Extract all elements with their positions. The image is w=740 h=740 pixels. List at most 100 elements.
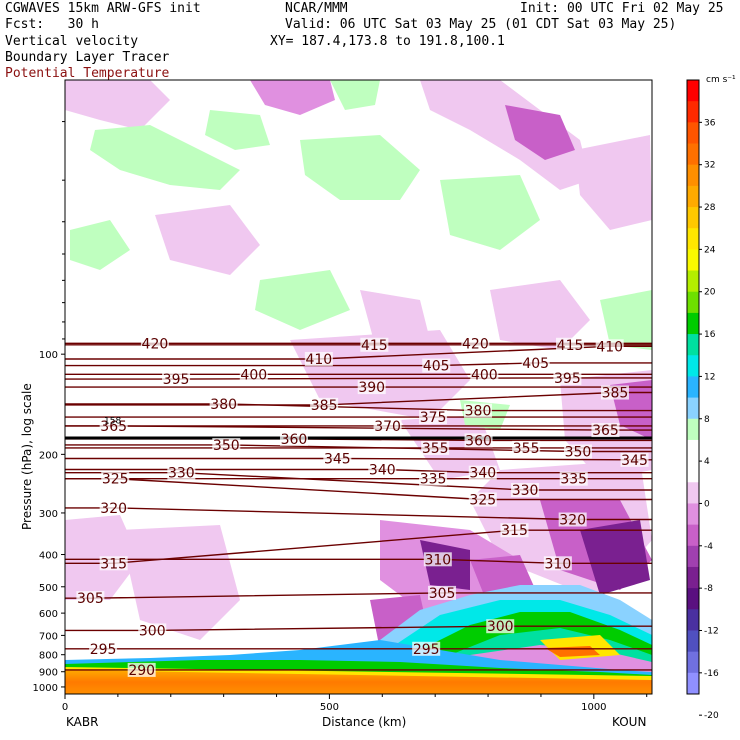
colorbar-label: -4 [704, 542, 713, 552]
isentrope-label: 365 [100, 419, 127, 435]
isentrope-label: 320 [100, 501, 127, 517]
colorbar-label: -12 [704, 626, 719, 636]
isentrope-385 [65, 391, 652, 406]
isentrope-label: 385 [311, 398, 338, 414]
colorbar-swatch [687, 143, 699, 166]
header-field2: Boundary Layer Tracer [5, 50, 170, 65]
x-axis: 0 500 1000 [62, 694, 648, 713]
isentrope-label: 420 [142, 336, 169, 352]
isentrope-label: 300 [487, 619, 514, 635]
isentrope-410 [65, 345, 652, 360]
y-tick-label: 800 [39, 651, 58, 662]
isentrope-label: 360 [281, 432, 308, 448]
isentrope-label-bg [558, 512, 587, 527]
isentrope-label-bg [304, 351, 333, 366]
header-model: CGWAVES 15km ARW-GFS init [5, 1, 201, 16]
isentrope-label-bg [310, 397, 339, 412]
isentrope-label-bg [239, 367, 268, 382]
isentrope-label-bg [486, 619, 515, 634]
isentrope-label: 355 [513, 441, 540, 457]
colorbar-label: 4 [704, 457, 710, 467]
isentrope-label-bg [323, 451, 352, 466]
isentrope-label-bg [500, 523, 529, 538]
colorbar-swatch [687, 228, 699, 250]
colorbar-swatch [687, 80, 699, 102]
isentrope-label-bg [209, 396, 238, 411]
isentrope-label-bg [357, 380, 386, 395]
isentrope-label-bg [360, 337, 389, 352]
isentrope-label-bg [464, 433, 493, 448]
y-tick-label: 900 [39, 668, 58, 679]
colorbar-label: 0 [704, 499, 710, 509]
colorbar-swatch [687, 291, 699, 314]
colorbar-label: 36 [704, 118, 716, 128]
isentrope-label-bg [521, 355, 550, 370]
isentrope-label: 405 [423, 359, 450, 375]
y-axis: 100 200 300 400 500 600 700 800 900 1000 [33, 121, 65, 694]
isentrope-label-bg [368, 462, 397, 477]
isentrope-label: 340 [469, 466, 496, 482]
isentrope-label: 350 [213, 438, 240, 454]
isentrope-300 [65, 625, 652, 632]
isentrope-label: 305 [429, 586, 456, 602]
colorbar-frame [686, 79, 700, 695]
isentrope-label-bg [468, 492, 497, 507]
isentrope-label: 310 [545, 556, 572, 572]
isentrope-labels: 420 415 420 415 410 410 405 405 395 400 400 395 390 3… [76, 336, 649, 679]
colorbar-swatch [687, 482, 699, 504]
colorbar-swatch [687, 503, 699, 526]
isentrope-label: 295 [90, 642, 117, 658]
isentrope-label: 295 [413, 642, 440, 658]
header-field3: Potential Temperature [5, 66, 170, 81]
colorbar-swatch [687, 397, 699, 420]
isentrope-label: 420 [462, 336, 489, 352]
colorbar-swatch [687, 545, 699, 568]
isentrope-label-bg [99, 556, 128, 571]
x-tick-label: 500 [320, 702, 339, 713]
isentrope-label-bg [470, 367, 499, 382]
isentrope-label-bg [373, 418, 402, 433]
x-tick-label: 1000 [581, 702, 606, 713]
x-tick-label: 0 [62, 702, 68, 713]
isentrope-label: 400 [471, 367, 498, 383]
colorbar-swatch [687, 630, 699, 653]
y-axis-label: Pressure (hPa), log scale [20, 383, 34, 530]
isentrope-label: 405 [522, 356, 549, 372]
isentrope-label-bg [212, 437, 241, 452]
isentrope-label: 310 [424, 552, 451, 568]
isentrope-label: 335 [560, 472, 587, 488]
isentrope-label: 305 [77, 591, 104, 607]
isentrope-label-bg [511, 483, 540, 498]
y-tick-label: 300 [39, 509, 58, 520]
isentrope-label-bg [101, 471, 130, 486]
isentrope-label: 320 [559, 513, 586, 529]
isentrope-label: 355 [422, 441, 449, 457]
isentrope-label: 325 [469, 493, 496, 509]
isentrope-label: 370 [374, 419, 401, 435]
colorbar-swatch [687, 588, 699, 610]
isentrope-label-bg [138, 623, 167, 638]
isentrope-label-bg [591, 423, 620, 438]
isentrope-label: 360 [465, 433, 492, 449]
colorbar-swatch [687, 122, 699, 145]
isentrope-label: 330 [512, 483, 539, 499]
isentrope-label: 375 [420, 410, 447, 426]
isentrope-label-bg [461, 336, 490, 351]
header-valid: Valid: 06 UTC Sat 03 May 25 (01 CDT Sat … [285, 17, 677, 32]
colorbar-label: -16 [704, 669, 719, 679]
isentrope-label-bg [127, 662, 156, 677]
isentrope-label: 380 [465, 404, 492, 420]
colorbar-swatch [687, 207, 699, 229]
plot-frame [64, 79, 653, 695]
x-axis-label: Distance (km) [322, 715, 406, 729]
isentrope-label: 325 [102, 472, 129, 488]
isentrope-label-bg [422, 358, 451, 373]
isentrope-label: 390 [358, 380, 385, 396]
colorbar-swatch [687, 566, 699, 589]
isentrope-label-bg [553, 370, 582, 385]
isentrope-label: 315 [501, 523, 528, 539]
y-tick-label: 100 [39, 350, 58, 361]
isentrope-label-bg [563, 444, 592, 459]
isentrope-label-bg [167, 465, 196, 480]
isentrope-label: 290 [128, 663, 155, 679]
